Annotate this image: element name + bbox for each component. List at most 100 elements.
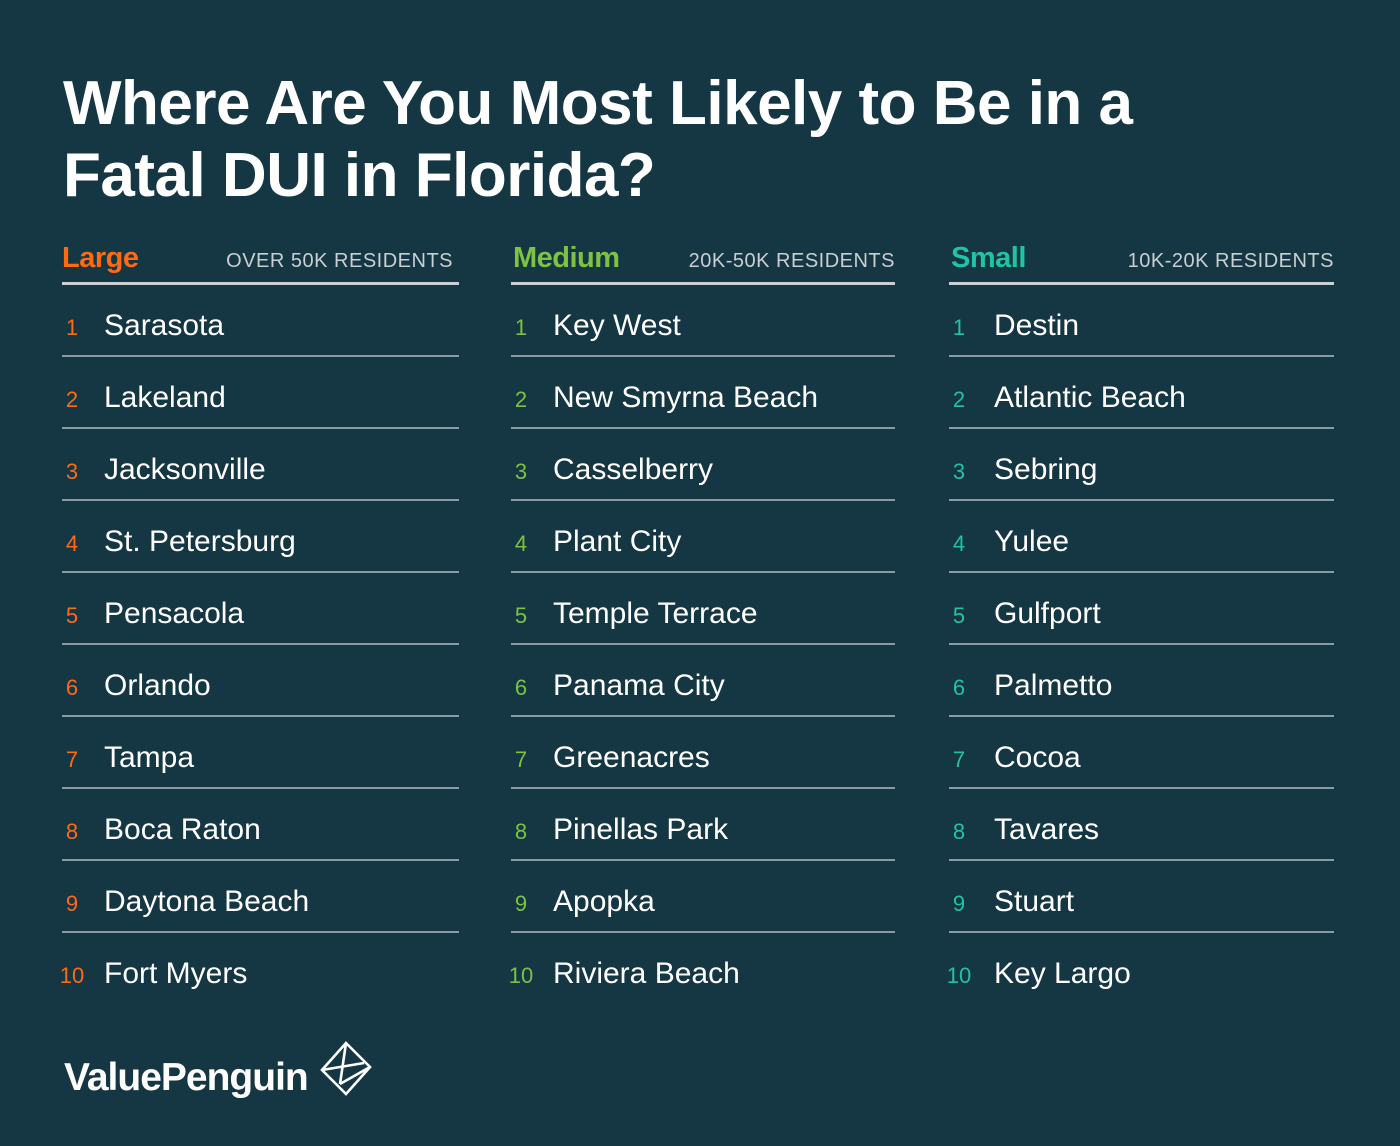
list-item: 7 Tampa <box>62 717 459 789</box>
list-item: 10 Riviera Beach <box>509 933 895 1003</box>
city-name: Pensacola <box>104 597 245 630</box>
rank-number: 10 <box>946 963 972 988</box>
city-name: Cocoa <box>994 741 1081 774</box>
category-name: Medium <box>513 242 620 274</box>
city-name: Casselberry <box>553 453 714 486</box>
list-item: 4 St. Petersburg <box>62 501 459 573</box>
column-small: Small 10K-20K RESIDENTS 1 Destin 2 Atlantic… <box>947 238 1334 1003</box>
list-item: 9 Stuart <box>949 861 1334 933</box>
rank-number: 8 <box>514 819 528 844</box>
list-item: 1 Destin <box>949 285 1334 357</box>
rank-number: 2 <box>514 387 528 412</box>
list-item: 6 Panama City <box>511 645 895 717</box>
category-range: 20K-50K RESIDENTS <box>688 250 895 272</box>
list-item: 2 New Smyrna Beach <box>511 357 895 429</box>
rank-number: 7 <box>514 747 528 772</box>
list-item: 10 Key Largo <box>947 933 1334 1003</box>
city-name: St. Petersburg <box>104 525 296 558</box>
column-medium: Medium 20K-50K RESIDENTS 1 Key West 2 New S… <box>509 238 895 1003</box>
column-header-small: Small 10K-20K RESIDENTS <box>949 238 1334 285</box>
list-item: 8 Pinellas Park <box>511 789 895 861</box>
city-name: Atlantic Beach <box>994 381 1186 414</box>
city-list-small: 1 Destin 2 Atlantic Beach 3 Sebring 4 Yulee 5 Gul… <box>947 285 1334 1003</box>
city-name: Tampa <box>104 741 195 774</box>
column-header-large: Large OVER 50K RESIDENTS <box>62 238 459 285</box>
valuepenguin-logo-icon <box>318 1040 376 1103</box>
rank-number: 9 <box>514 891 528 916</box>
category-name: Small <box>951 242 1026 274</box>
list-item: 3 Jacksonville <box>62 429 459 501</box>
list-item: 2 Atlantic Beach <box>949 357 1334 429</box>
list-item: 8 Boca Raton <box>62 789 459 861</box>
list-item: 5 Pensacola <box>62 573 459 645</box>
rank-number: 5 <box>514 603 528 628</box>
rank-number: 5 <box>952 603 966 628</box>
city-name: Fort Myers <box>104 957 248 990</box>
rank-number: 6 <box>65 675 79 700</box>
city-name: Jacksonville <box>104 453 266 486</box>
rank-number: 2 <box>65 387 79 412</box>
rank-number: 8 <box>65 819 79 844</box>
rank-number: 4 <box>514 531 528 556</box>
city-name: Riviera Beach <box>553 957 740 990</box>
list-item: 7 Cocoa <box>949 717 1334 789</box>
category-range: OVER 50K RESIDENTS <box>226 250 453 272</box>
city-name: Temple Terrace <box>553 597 758 630</box>
city-name: Apopka <box>553 885 655 918</box>
city-name: Lakeland <box>104 381 226 414</box>
list-item: 7 Greenacres <box>511 717 895 789</box>
city-name: New Smyrna Beach <box>553 381 819 414</box>
list-item: 9 Daytona Beach <box>62 861 459 933</box>
list-item: 10 Fort Myers <box>60 933 459 1003</box>
rank-number: 2 <box>952 387 966 412</box>
city-name: Key Largo <box>994 957 1131 990</box>
rank-number: 3 <box>65 459 79 484</box>
rank-number: 4 <box>952 531 966 556</box>
rank-number: 6 <box>514 675 528 700</box>
city-list-large: 1 Sarasota 2 Lakeland 3 Jacksonville 4 St. Pete… <box>60 285 459 1003</box>
city-name: Orlando <box>104 669 211 702</box>
rank-number: 3 <box>952 459 966 484</box>
list-item: 3 Sebring <box>949 429 1334 501</box>
list-item: 2 Lakeland <box>62 357 459 429</box>
city-name: Daytona Beach <box>104 885 310 918</box>
rank-number: 8 <box>952 819 966 844</box>
city-name: Key West <box>553 309 681 342</box>
rank-number: 1 <box>514 315 528 340</box>
page-title: Where Are You Most Likely to Be in a Fat… <box>63 69 1133 210</box>
list-item: 6 Orlando <box>62 645 459 717</box>
rank-number: 7 <box>952 747 966 772</box>
list-item: 5 Temple Terrace <box>511 573 895 645</box>
city-name: Yulee <box>994 525 1070 558</box>
city-name: Palmetto <box>994 669 1113 702</box>
city-name: Panama City <box>553 669 725 702</box>
column-large: Large OVER 50K RESIDENTS 1 Sarasota 2 Lakel… <box>60 238 459 1003</box>
city-name: Pinellas Park <box>553 813 729 846</box>
city-name: Tavares <box>994 813 1100 846</box>
rank-number: 10 <box>59 963 85 988</box>
rank-number: 4 <box>65 531 79 556</box>
rank-number: 1 <box>952 315 966 340</box>
list-item: 5 Gulfport <box>949 573 1334 645</box>
city-list-medium: 1 Key West 2 New Smyrna Beach 3 Casselberry 4 P… <box>509 285 895 1003</box>
category-name: Large <box>62 242 139 274</box>
column-header-medium: Medium 20K-50K RESIDENTS <box>511 238 895 285</box>
list-item: 8 Tavares <box>949 789 1334 861</box>
city-name: Stuart <box>994 885 1075 918</box>
rank-number: 5 <box>65 603 79 628</box>
brand: ValuePenguin <box>64 1041 376 1103</box>
city-name: Destin <box>994 309 1080 342</box>
city-name: Gulfport <box>994 597 1101 630</box>
list-item: 4 Plant City <box>511 501 895 573</box>
city-name: Sebring <box>994 453 1098 486</box>
rank-number: 9 <box>65 891 79 916</box>
city-name: Plant City <box>553 525 682 558</box>
category-range: 10K-20K RESIDENTS <box>1127 250 1334 272</box>
city-name: Boca Raton <box>104 813 261 846</box>
brand-name: ValuePenguin <box>64 1055 309 1099</box>
rank-number: 3 <box>514 459 528 484</box>
list-item: 1 Key West <box>511 285 895 357</box>
list-item: 1 Sarasota <box>62 285 459 357</box>
list-item: 4 Yulee <box>949 501 1334 573</box>
rank-number: 1 <box>65 315 79 340</box>
